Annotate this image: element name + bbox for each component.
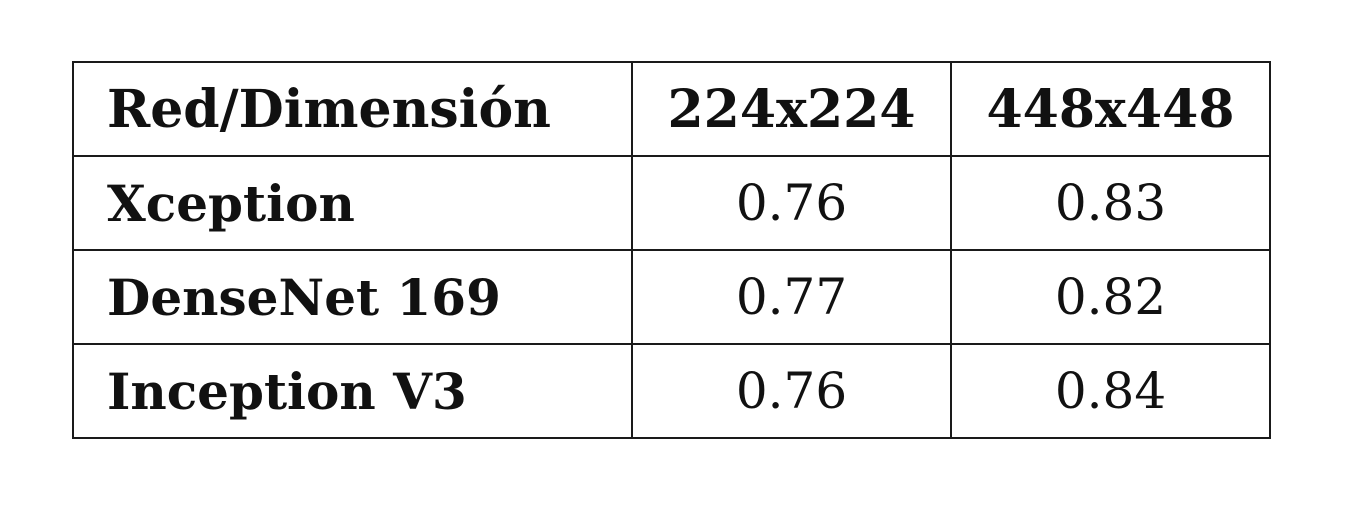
value-224: 0.76 bbox=[631, 155, 952, 251]
value-448: 0.84 bbox=[950, 343, 1271, 439]
row-name: Xception bbox=[72, 155, 633, 251]
value-448: 0.82 bbox=[950, 249, 1271, 345]
row-name: DenseNet 169 bbox=[72, 249, 633, 345]
table-row: DenseNet 169 0.77 0.82 bbox=[72, 249, 1271, 345]
table-header-row: Red/Dimensión 224x224 448x448 bbox=[72, 61, 1271, 157]
results-table: Red/Dimensión 224x224 448x448 Xception 0… bbox=[72, 61, 1271, 439]
value-224: 0.77 bbox=[631, 249, 952, 345]
header-448: 448x448 bbox=[950, 61, 1271, 157]
row-name: Inception V3 bbox=[72, 343, 633, 439]
value-224: 0.76 bbox=[631, 343, 952, 439]
table-row: Inception V3 0.76 0.84 bbox=[72, 343, 1271, 439]
table-row: Xception 0.76 0.83 bbox=[72, 155, 1271, 251]
value-448: 0.83 bbox=[950, 155, 1271, 251]
header-224: 224x224 bbox=[631, 61, 952, 157]
header-network-dimension: Red/Dimensión bbox=[72, 61, 633, 157]
